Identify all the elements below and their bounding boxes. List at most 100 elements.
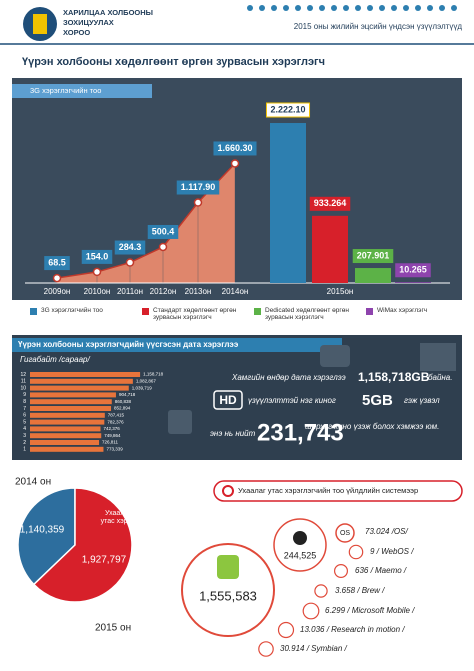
y-tick-label: 11 <box>21 379 26 385</box>
value-label: 207.901 <box>357 250 390 260</box>
value-label: 933.264 <box>314 198 347 208</box>
bar <box>30 426 101 432</box>
y-tick-label: 3 <box>23 433 26 439</box>
org-name: ЗОХИЦУУЛАХ <box>63 18 114 27</box>
os-item: 9 / WebOS / <box>370 547 414 556</box>
pie-year: 2014 он <box>15 477 51 488</box>
x-tick-label: 2012он <box>150 287 177 296</box>
value-label-bg <box>352 249 394 264</box>
y-tick-label: 10 <box>20 385 26 391</box>
value-label: 1,158,718 <box>143 372 164 377</box>
os-legend-box <box>213 480 463 502</box>
os-dot <box>302 602 320 620</box>
os-circle <box>335 523 355 543</box>
fact-value: 1,158,718GB <box>358 370 430 384</box>
value-label-bg <box>265 102 311 118</box>
value-label: 10.265 <box>399 265 427 275</box>
legend-label: Dedicated хөдөлгөөнт өргөн зурвасын хэрэ… <box>265 307 349 322</box>
legend-swatch <box>30 308 37 315</box>
fact-text: Хамгийн өндөр дата хэрэглээ <box>231 373 346 382</box>
legend-label: WiMax хэрэглэгч <box>377 307 428 314</box>
hd-box <box>213 390 243 410</box>
value-label-bg <box>395 263 431 278</box>
os-dot <box>348 544 364 560</box>
legend-label: 3G хэрэглэгчийн тоо <box>41 307 103 314</box>
usage-chart: 12 1,158,718 11 1,082,867 10 1,039,719 9 904,71… <box>20 372 163 453</box>
os-item: 636 / Maemo / <box>355 566 407 575</box>
usage-unit: Гигабайт /сараар/ <box>20 355 91 364</box>
os-item: 6.299 / Microsoft Mobile / <box>325 606 415 615</box>
data-point <box>193 198 203 207</box>
bar <box>30 412 105 418</box>
header-subtitle: 2015 оны жилийн эцсийн үндсэн үзүүлэлтүү… <box>294 22 463 31</box>
hd-label: HD <box>219 393 237 407</box>
y-tick-label: 8 <box>23 399 26 405</box>
x-tick-label: 2015он <box>327 287 354 296</box>
fact-text: гэж үзвэл <box>404 396 440 405</box>
pie-year: 2015 он <box>95 623 131 634</box>
value-label: 773,339 <box>106 446 123 451</box>
legend-swatch <box>142 308 149 315</box>
camera-icon <box>320 345 350 367</box>
android-value: 1,555,583 <box>199 588 257 603</box>
film-icon <box>420 343 456 371</box>
value-label-bg <box>114 240 146 255</box>
main-title: Үүрэн холбооны хөдөлгөөнт өргөн зурвасын… <box>22 56 325 68</box>
y-tick-label: 1 <box>23 447 26 453</box>
value-label: 154.0 <box>86 251 109 261</box>
usage-panel <box>12 335 462 460</box>
value-label: 860,838 <box>115 399 132 404</box>
x-tick-label: 2010он <box>84 287 111 296</box>
os-item: 3.658 / Brew / <box>335 586 385 595</box>
bar <box>30 440 100 445</box>
x-tick-label: 2014он <box>222 287 249 296</box>
org-name: ХОРОО <box>63 28 90 37</box>
apple-icon <box>293 531 307 545</box>
y-tick-label: 4 <box>23 426 26 432</box>
bar <box>270 123 306 284</box>
value-label: 904,718 <box>119 392 136 397</box>
value-label: 852,894 <box>114 406 131 411</box>
legend-swatch <box>366 308 373 315</box>
value-label-bg <box>44 256 70 271</box>
y-tick-label: 9 <box>23 392 26 398</box>
usage-title-bg <box>12 338 342 352</box>
bar <box>30 433 102 439</box>
os-item: 13.036 / Research in motion / <box>300 625 405 634</box>
y-tick-label: 12 <box>20 372 26 378</box>
bar <box>312 215 348 283</box>
pie-value: 1,927,797 <box>82 555 127 566</box>
dots-decoration <box>247 5 457 11</box>
bar <box>30 406 112 411</box>
growth-area <box>57 163 235 283</box>
value-label: 500.4 <box>152 226 175 236</box>
fact-value: 5GB <box>362 392 393 409</box>
android-circle <box>181 543 275 637</box>
os-item: 30.914 / Symbian / <box>280 644 347 653</box>
panel-label: 3G хэрэглэгчийн тоо <box>30 86 101 95</box>
os-list: 73.024 /OS/9 / WebOS / 636 / Maemo / 3.658… <box>258 527 415 657</box>
y-tick-label: 2 <box>23 440 26 446</box>
value-label: 749,864 <box>104 433 121 438</box>
logo-mark <box>33 14 47 34</box>
value-label-bg <box>176 180 220 195</box>
x-tick-label: 2009он <box>44 287 71 296</box>
pie-slice <box>17 487 76 586</box>
value-label: 1,082,867 <box>136 378 157 383</box>
fact-text: энэ нь нийт <box>210 429 256 438</box>
legend-label: Стандарт хөдөлгөөнт өргөн зурвасын хэрэг… <box>153 307 237 322</box>
value-label: 284.3 <box>119 242 142 252</box>
apple-value: 244,525 <box>284 550 317 560</box>
growth-line <box>56 162 236 279</box>
bar <box>355 268 391 283</box>
growth-chart: 68.5 2009он 154.0 2010он 284.3 2011он 500.4 201… <box>25 102 450 296</box>
value-label: 1,039,719 <box>132 385 153 390</box>
legend-bg <box>12 300 462 330</box>
value-label: 742,376 <box>104 426 121 431</box>
smartphone-pie: 1,140,359 1,927,797 <box>17 487 133 603</box>
value-label: 787,415 <box>108 412 125 417</box>
value-label: 1.660.30 <box>217 143 252 153</box>
value-label-bg <box>147 224 179 239</box>
org-name: ХАРИЛЦАА ХОЛБООНЫ <box>63 8 153 17</box>
